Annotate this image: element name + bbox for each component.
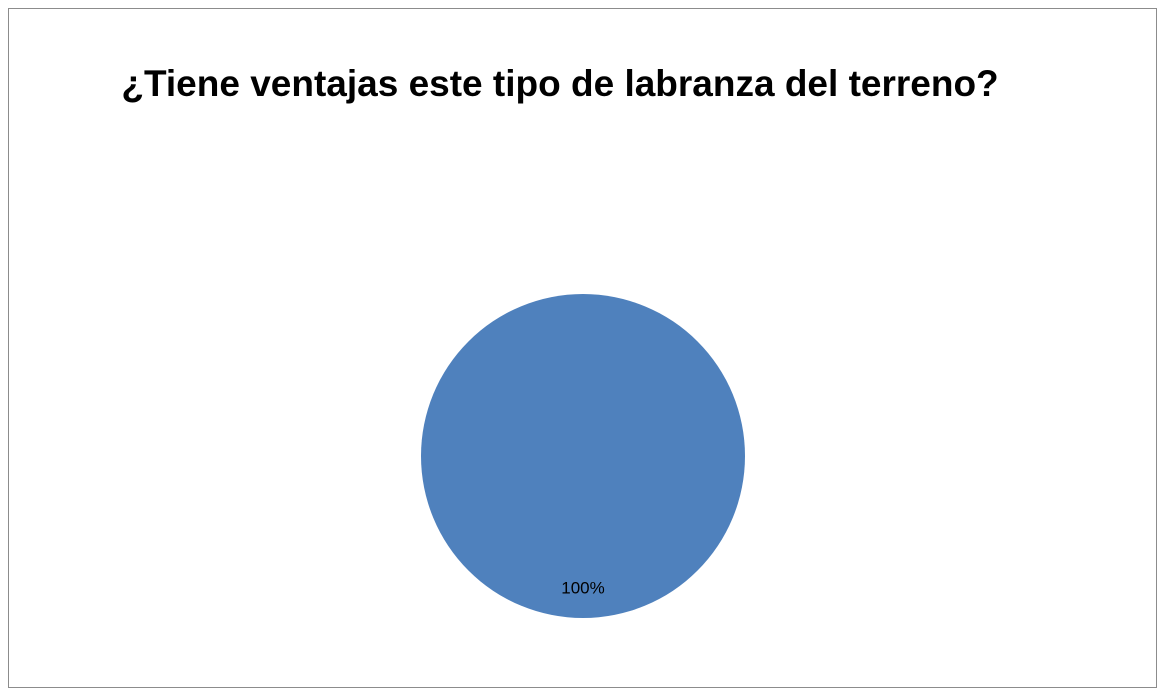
page: ¿Tiene ventajas este tipo de labranza de… [8,8,1157,688]
chart-title: ¿Tiene ventajas este tipo de labranza de… [121,63,999,104]
pie-slice [421,294,745,618]
chart: 100% [421,294,745,618]
data-label: 100% [561,578,604,597]
